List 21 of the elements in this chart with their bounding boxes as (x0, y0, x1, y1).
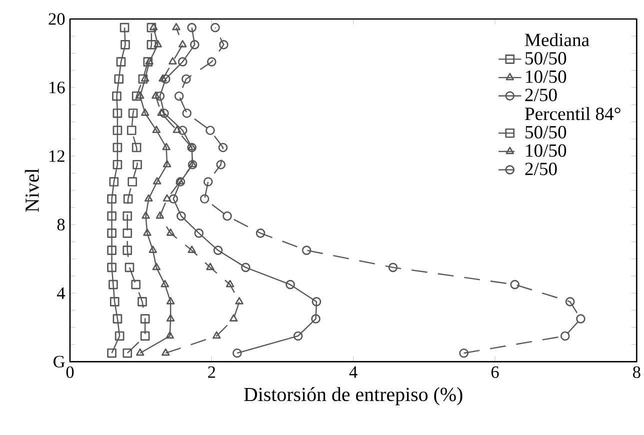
y-tick-label: 20 (48, 13, 65, 25)
x-tick-label: 2 (208, 366, 216, 378)
annotation: Percentil 84° (525, 107, 620, 120)
x-axis-title: Distorsión de entrepiso (%) (244, 387, 462, 406)
y-axis-title: Nivel (24, 168, 39, 212)
x-tick-label: 6 (491, 366, 499, 378)
y-tick-label: G (54, 356, 65, 368)
y-tick-label: 4 (57, 287, 66, 299)
y-tick-label: 12 (50, 150, 64, 162)
legend-label: 2/50 (525, 162, 557, 176)
y-tick-label: 8 (57, 218, 65, 230)
annotation: Mediana (525, 33, 590, 46)
legend-label: 50/50 (526, 126, 566, 138)
legend-label: 10/50 (526, 70, 566, 83)
y-tick-label: 16 (50, 82, 65, 94)
legend-label: 10/50 (526, 144, 566, 157)
x-tick-label: 8 (633, 366, 640, 378)
legend-label: 50/50 (526, 52, 566, 65)
x-tick-label: 0 (66, 366, 74, 378)
legend-label: 2/50 (525, 88, 557, 102)
x-tick-label: 4 (349, 366, 358, 378)
